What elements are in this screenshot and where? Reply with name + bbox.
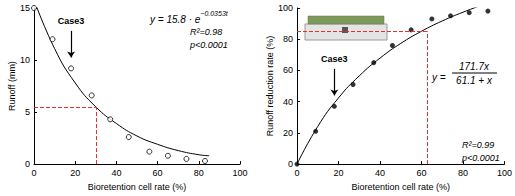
svg-text:Runoff reduction rate (%): Runoff reduction rate (%) [265,36,275,136]
svg-text:80: 80 [283,34,293,44]
svg-text:0: 0 [294,168,299,178]
svg-text:10: 10 [20,55,30,65]
svg-text:20: 20 [283,128,293,138]
svg-text:p<0.0001: p<0.0001 [461,153,500,163]
svg-text:60: 60 [283,65,293,75]
svg-text:0: 0 [25,159,30,169]
svg-text:171.7x: 171.7x [459,61,490,72]
svg-text:20: 20 [70,168,80,178]
svg-text:Bioretention cell rate (%): Bioretention cell rate (%) [351,182,450,192]
svg-text:100: 100 [278,3,293,13]
svg-text:60: 60 [153,168,163,178]
svg-text:Bioretention cell rate (%): Bioretention cell rate (%) [88,182,187,192]
svg-text:15: 15 [20,3,30,13]
svg-text:y =: y = [431,72,446,83]
svg-text:60: 60 [416,168,426,178]
svg-text:40: 40 [375,168,385,178]
svg-text:20: 20 [333,168,343,178]
svg-text:40: 40 [111,168,121,178]
svg-text:100: 100 [497,168,512,178]
svg-text:5: 5 [25,107,30,117]
svg-text:80: 80 [194,168,204,178]
svg-text:100: 100 [232,168,247,178]
svg-text:0: 0 [288,159,293,169]
svg-text:Case3: Case3 [321,54,348,64]
svg-text:61.1 + x: 61.1 + x [456,75,493,86]
svg-text:40: 40 [283,97,293,107]
svg-text:R²=0.99: R²=0.99 [462,140,494,150]
svg-text:y = 15.8 · e: y = 15.8 · e [149,14,201,25]
svg-text:R²=0.98: R²=0.98 [190,27,222,37]
svg-text:p<0.0001: p<0.0001 [189,40,228,50]
svg-text:Case3: Case3 [58,16,85,26]
svg-text:80: 80 [458,168,468,178]
svg-text:Runoff (mm): Runoff (mm) [7,61,17,111]
svg-text:0: 0 [31,168,36,178]
svg-text:−0.0353t: −0.0353t [200,10,228,17]
